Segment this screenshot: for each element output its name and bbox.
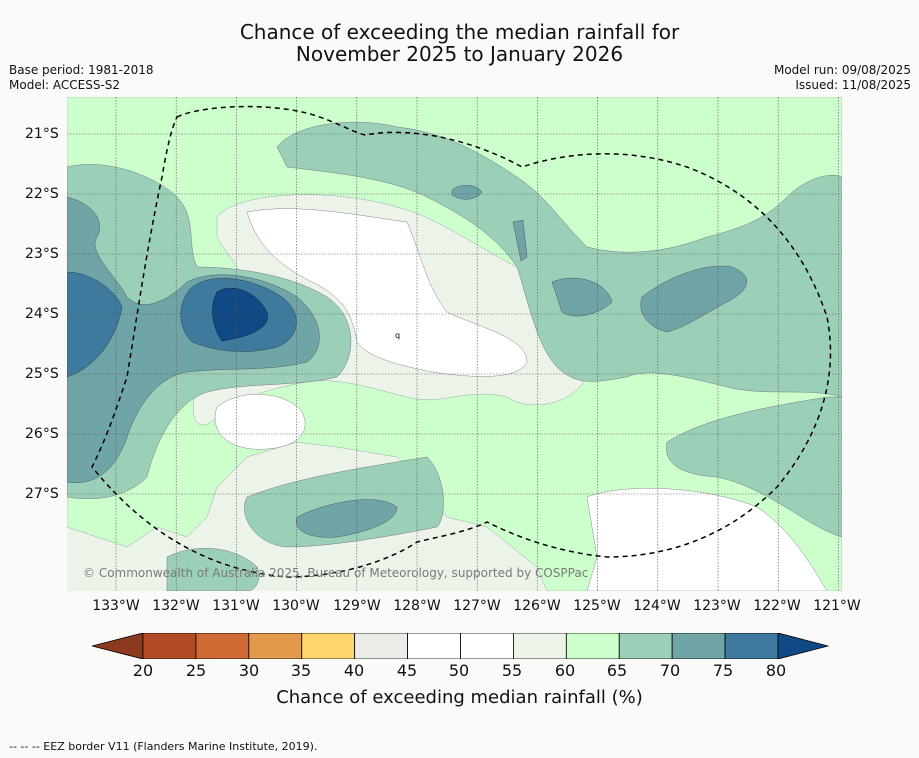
- colorbar-above-arrow: [777, 633, 829, 659]
- band-70-75-sliver: [512, 219, 528, 262]
- colorbar-below-arrow: [92, 633, 144, 659]
- lat-tick: 22°S: [25, 186, 59, 202]
- band-65-70-north: [276, 121, 842, 398]
- eez-legend: -- -- -- EEZ border V11 (Flanders Marine…: [9, 740, 318, 753]
- colorbar-tick: 35: [290, 661, 312, 680]
- colorbar-segment: [724, 633, 779, 659]
- colorbar-tick: 25: [185, 661, 207, 680]
- colorbar-segment: [513, 633, 567, 659]
- map-title-line2: November 2025 to January 2026: [295, 42, 624, 66]
- lon-tick: 121°W: [813, 598, 861, 614]
- copyright-notice: © Commonwealth of Australia 2025, Bureau…: [83, 566, 589, 580]
- lon-tick: 132°W: [152, 598, 200, 614]
- lon-tick: 122°W: [753, 598, 801, 614]
- contour-label: q: [395, 331, 400, 340]
- lat-tick: 23°S: [25, 246, 59, 262]
- colorbar-segment: [354, 633, 408, 659]
- map-canvas: q: [67, 97, 842, 591]
- base-period: Base period: 1981-2018: [9, 63, 154, 77]
- band-70-75-small: [451, 185, 483, 200]
- lon-tick: 123°W: [693, 598, 741, 614]
- colorbar-segment: [671, 633, 726, 659]
- colorbar-segment: [142, 633, 197, 659]
- eez-border: [91, 105, 832, 578]
- colorbar-tick: 75: [712, 661, 734, 680]
- colorbar-tick: 70: [659, 661, 681, 680]
- lat-tick: 21°S: [25, 126, 59, 142]
- colorbar-segment: [618, 633, 673, 659]
- colorbar-segment: [248, 633, 303, 659]
- colorbar-segment: [195, 633, 250, 659]
- colorbar-segment: [460, 633, 514, 659]
- lat-tick: 25°S: [25, 366, 59, 382]
- band-over-80: [212, 287, 268, 342]
- colorbar-tick: 45: [396, 661, 418, 680]
- map-title-line1: Chance of exceeding the median rainfall …: [239, 20, 680, 44]
- lat-tick: 27°S: [25, 486, 59, 502]
- lon-tick: 128°W: [393, 598, 441, 614]
- lon-tick: 131°W: [212, 598, 260, 614]
- rainfall-map[interactable]: q: [67, 97, 842, 591]
- colorbar-tick: 50: [448, 661, 470, 680]
- colorbar-caption: Chance of exceeding median rainfall (%): [276, 687, 643, 708]
- band-65-70-bottom: [166, 548, 260, 591]
- band-70-75-south: [296, 499, 398, 538]
- colorbar-segment: [301, 633, 356, 659]
- band-70-75-east: [640, 265, 748, 333]
- colorbar-tick: 40: [343, 661, 365, 680]
- band-45-55-lower-left: [214, 394, 306, 450]
- colorbar-segment: [565, 633, 620, 659]
- lon-tick: 130°W: [272, 598, 320, 614]
- band-45-55-center: [246, 208, 528, 377]
- lon-tick: 124°W: [633, 598, 681, 614]
- lon-tick: 133°W: [92, 598, 140, 614]
- model-run: Model run: 09/08/2025: [773, 63, 911, 77]
- colorbar-tick: 65: [606, 661, 628, 680]
- lon-tick: 125°W: [573, 598, 621, 614]
- colorbar-tick: 80: [765, 661, 787, 680]
- colorbar-tick: 55: [501, 661, 523, 680]
- lat-tick: 24°S: [25, 306, 59, 322]
- band-75-80-west: [67, 271, 123, 378]
- colorbar-tick: 20: [132, 661, 154, 680]
- colorbar-tick: 30: [238, 661, 260, 680]
- colorbar: [92, 633, 829, 659]
- issued-date: Issued: 11/08/2025: [795, 78, 911, 92]
- band-70-75-center: [551, 277, 613, 317]
- colorbar-tick: 60: [554, 661, 576, 680]
- band-45-55-lower-right: [586, 488, 828, 591]
- lon-tick: 127°W: [453, 598, 501, 614]
- band-65-70-southeast: [666, 396, 842, 538]
- model-name: Model: ACCESS-S2: [9, 78, 121, 92]
- colorbar-segment: [407, 633, 461, 659]
- lon-tick: 129°W: [333, 598, 381, 614]
- lon-tick: 126°W: [513, 598, 561, 614]
- map-gridlines: [67, 97, 842, 591]
- lat-tick: 26°S: [25, 426, 59, 442]
